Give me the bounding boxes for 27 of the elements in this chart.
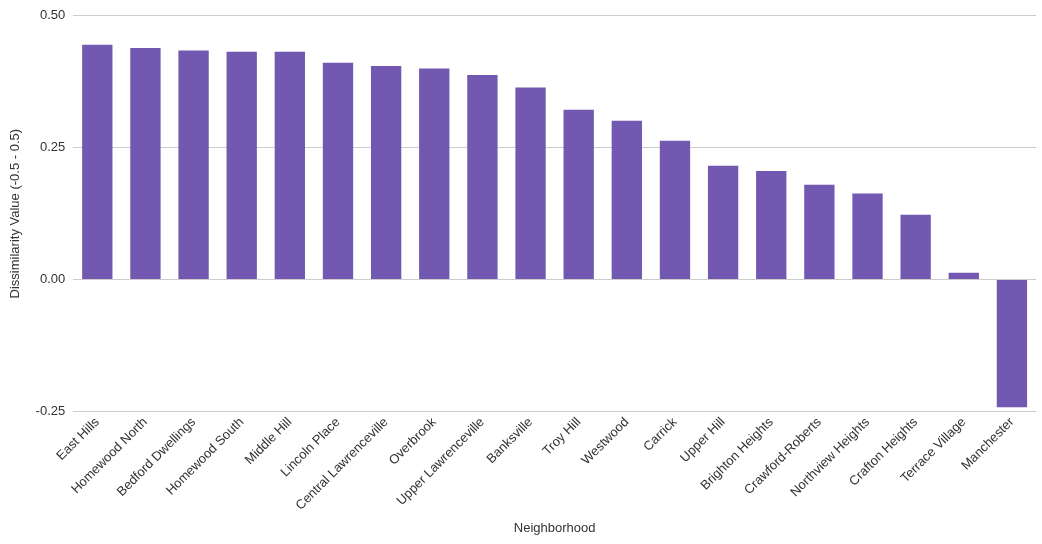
y-tick-label: 0.50 xyxy=(39,7,66,23)
bar xyxy=(467,74,498,280)
x-tick-label: Troy Hill xyxy=(539,413,584,459)
bar xyxy=(322,62,354,280)
bar xyxy=(659,140,691,280)
y-axis-title: Dissimilarity Value (-0.5 - 0.5) xyxy=(7,128,23,299)
bar xyxy=(563,109,594,280)
bar xyxy=(370,65,402,280)
bar xyxy=(226,51,257,280)
bar xyxy=(707,165,739,280)
y-tick-label: 0.00 xyxy=(39,271,66,287)
bar xyxy=(274,51,306,280)
bar xyxy=(130,47,161,280)
bar xyxy=(900,214,931,280)
bar xyxy=(515,87,546,280)
y-tick-label: 0.25 xyxy=(39,139,66,155)
bar xyxy=(948,272,979,280)
bar xyxy=(804,184,835,280)
bar xyxy=(82,44,113,280)
bar xyxy=(996,280,1028,408)
bar xyxy=(419,68,450,280)
bar xyxy=(611,120,642,280)
bar xyxy=(178,50,209,280)
bar xyxy=(756,170,787,280)
bar xyxy=(852,193,883,280)
y-tick-label: -0.25 xyxy=(35,403,66,419)
x-axis-title: Neighborhood xyxy=(513,519,596,535)
